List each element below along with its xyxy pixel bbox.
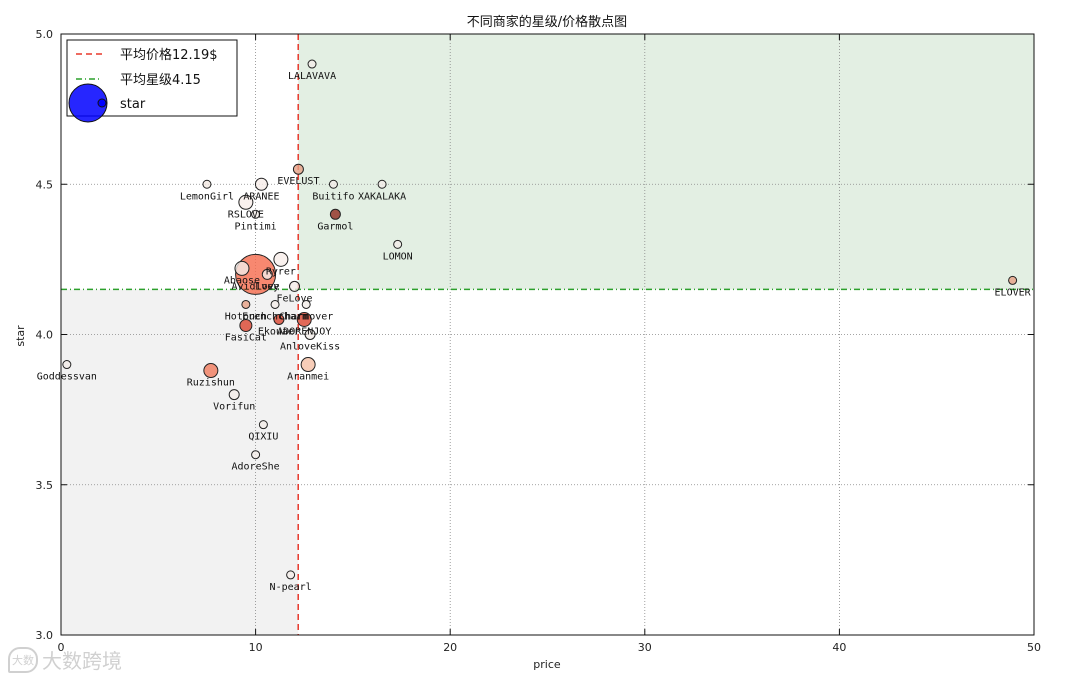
watermark: 大数 大数跨境 bbox=[8, 645, 122, 674]
point-labels: LALAVAVA EVELUST LemonGirl ARANEE Buitifo XAK… bbox=[37, 71, 1032, 593]
point-label: Pintimi bbox=[235, 221, 277, 232]
scatter-point bbox=[286, 570, 296, 580]
point-label: LOMON bbox=[383, 251, 413, 262]
point-label: Ryrer bbox=[266, 266, 296, 277]
axis-ticks: 0 10 20 30 40 50 3.0 3.5 4.0 4.5 5.0 bbox=[36, 28, 1042, 654]
watermark-text: 大数跨境 bbox=[42, 649, 122, 673]
legend-star-marker-large bbox=[68, 83, 108, 123]
scatter-point bbox=[251, 209, 261, 219]
x-tick-label: 50 bbox=[1027, 641, 1041, 654]
scatter-point bbox=[301, 299, 311, 309]
data-points bbox=[62, 59, 1018, 580]
point-label: LALAVAVA bbox=[288, 71, 336, 82]
point-label: ADORENJOY bbox=[277, 326, 331, 337]
chart-title: 不同商家的星级/价格散点图 bbox=[467, 14, 627, 30]
point-label: Ruzishun bbox=[187, 378, 235, 389]
scatter-point bbox=[251, 450, 261, 460]
scatter-point bbox=[393, 239, 403, 249]
point-label: Frenchcharm bbox=[242, 311, 308, 322]
scatter-point bbox=[228, 389, 240, 401]
scatter-point bbox=[270, 299, 280, 309]
below-average-region bbox=[61, 289, 299, 635]
x-tick-label: 0 bbox=[58, 641, 65, 654]
point-label: Hotouch bbox=[225, 311, 267, 322]
watermark-chat-icon: 大数 bbox=[8, 646, 38, 673]
x-tick-label: 40 bbox=[832, 641, 846, 654]
x-tick-label: 30 bbox=[638, 641, 652, 654]
scatter-point bbox=[234, 260, 250, 276]
y-tick-label: 5.0 bbox=[36, 28, 54, 41]
point-label: FasiCat bbox=[225, 332, 267, 343]
mean-lines bbox=[61, 34, 1034, 635]
point-label: Abaose bbox=[224, 275, 260, 286]
scatter-point bbox=[238, 194, 254, 210]
scatter-point bbox=[258, 420, 268, 430]
scatter-point bbox=[239, 318, 253, 332]
scatter-point bbox=[273, 251, 289, 267]
above-average-region bbox=[298, 34, 1034, 290]
x-axis-label: price bbox=[533, 658, 561, 671]
point-label: XAKALAKA bbox=[358, 191, 406, 202]
scatter-point bbox=[62, 360, 72, 370]
y-tick-label: 4.0 bbox=[36, 329, 54, 342]
point-label: ELOVER bbox=[995, 287, 1032, 298]
x-tick-label: 20 bbox=[443, 641, 457, 654]
point-label: RSLOVE bbox=[228, 209, 264, 220]
point-label: QIXIU bbox=[248, 432, 278, 443]
point-label: Ekouaer bbox=[258, 326, 300, 337]
scatter-point bbox=[304, 329, 316, 340]
point-label: Aranmei bbox=[287, 372, 329, 383]
scatter-point bbox=[203, 363, 219, 379]
point-label: Avidlove bbox=[232, 281, 280, 292]
point-label: AnloveKiss bbox=[280, 342, 340, 353]
x-tick-label: 10 bbox=[249, 641, 263, 654]
legend-star-label: star bbox=[120, 97, 146, 112]
legend-mean-price-label: 平均价格12.19$ bbox=[120, 47, 218, 63]
point-label: N-pearl bbox=[270, 582, 312, 593]
legend-star-marker-small bbox=[97, 98, 107, 108]
legend: 平均价格12.19$ 平均星级4.15 star bbox=[66, 39, 238, 123]
scatter-point bbox=[292, 163, 304, 175]
point-label: ARANEE bbox=[243, 191, 279, 202]
y-tick-label: 3.0 bbox=[36, 629, 54, 642]
point-label: AdoreShe bbox=[232, 462, 280, 473]
scatter-point bbox=[261, 268, 273, 280]
point-label: LemonGirl bbox=[180, 191, 234, 202]
scatter-point bbox=[329, 208, 341, 220]
scatter-point bbox=[273, 313, 285, 325]
point-label: Garmol bbox=[317, 221, 353, 232]
point-label: Charmover bbox=[279, 311, 333, 322]
scatter-point bbox=[328, 179, 338, 189]
scatter-point bbox=[254, 177, 268, 191]
legend-mean-star-label: 平均星级4.15 bbox=[120, 73, 201, 88]
point-label: Vorifun bbox=[213, 402, 255, 413]
scatter-point bbox=[202, 179, 212, 189]
point-label: FeLove bbox=[276, 293, 312, 304]
scatter-point bbox=[1008, 275, 1018, 285]
y-tick-label: 4.5 bbox=[36, 178, 54, 191]
scatter-point bbox=[289, 280, 301, 292]
scatter-point bbox=[377, 179, 387, 189]
grid-lines bbox=[61, 34, 1034, 635]
y-axis-label: star bbox=[14, 325, 27, 347]
point-label: Goddessvan bbox=[37, 372, 97, 383]
scatter-point bbox=[296, 311, 312, 327]
scatter-point bbox=[300, 357, 316, 373]
y-tick-label: 3.5 bbox=[36, 479, 54, 492]
scatter-point bbox=[241, 299, 251, 309]
point-label: Lvey bbox=[255, 281, 279, 292]
point-label: EVELUST bbox=[277, 176, 319, 187]
point-label: Buitifo bbox=[312, 191, 354, 202]
scatter-point bbox=[307, 59, 317, 69]
